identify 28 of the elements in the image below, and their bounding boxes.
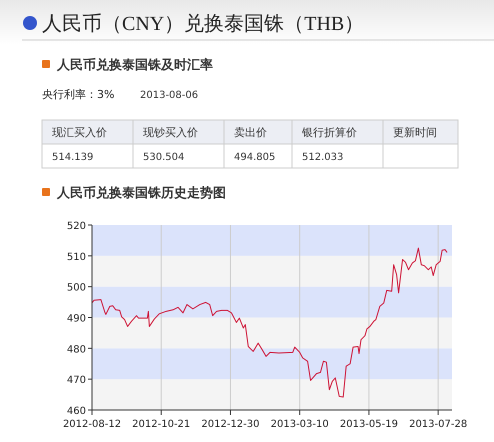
y-tick-label: 500 <box>66 282 86 294</box>
x-tick-label: 2013-05-19 <box>340 419 398 430</box>
y-tick-label: 520 <box>66 221 86 232</box>
x-tick-label: 2012-12-30 <box>201 419 260 430</box>
text: 现汇买入价 <box>52 126 107 139</box>
x-tick-label: 2013-03-10 <box>270 419 329 430</box>
text: 2013-08-06 <box>140 90 198 101</box>
text: 更新时间 <box>393 126 437 139</box>
y-tick-label: 460 <box>66 406 86 417</box>
line-series <box>92 248 448 398</box>
y-tick-label: 510 <box>66 252 86 263</box>
text: 银行折算价 <box>301 126 357 139</box>
text: 494.805 <box>234 152 276 163</box>
x-tick-label: 2013-07-28 <box>409 419 468 430</box>
y-tick-label: 490 <box>66 314 86 324</box>
chart-title: 人民币（CNY）兑换泰国铢（THB） <box>42 13 364 35</box>
text: 央行利率：3% <box>42 88 114 101</box>
y-tick-label: 470 <box>66 375 86 386</box>
text: 512.033 <box>302 152 344 163</box>
text: 现钞买入价 <box>143 126 198 139</box>
x-tick-label: 2012-08-12 <box>62 419 122 430</box>
y-tick-label: 480 <box>66 344 86 356</box>
text: 卖出价 <box>234 126 267 139</box>
x-tick-label: 2012-10-21 <box>132 419 190 430</box>
text: 530.504 <box>143 152 184 163</box>
text: 514.139 <box>52 152 94 163</box>
chart-subtitle: 人民币兑换泰国铢历史走势图 <box>56 185 226 201</box>
text: 人民币兑换泰国铢及时汇率 <box>56 57 213 73</box>
